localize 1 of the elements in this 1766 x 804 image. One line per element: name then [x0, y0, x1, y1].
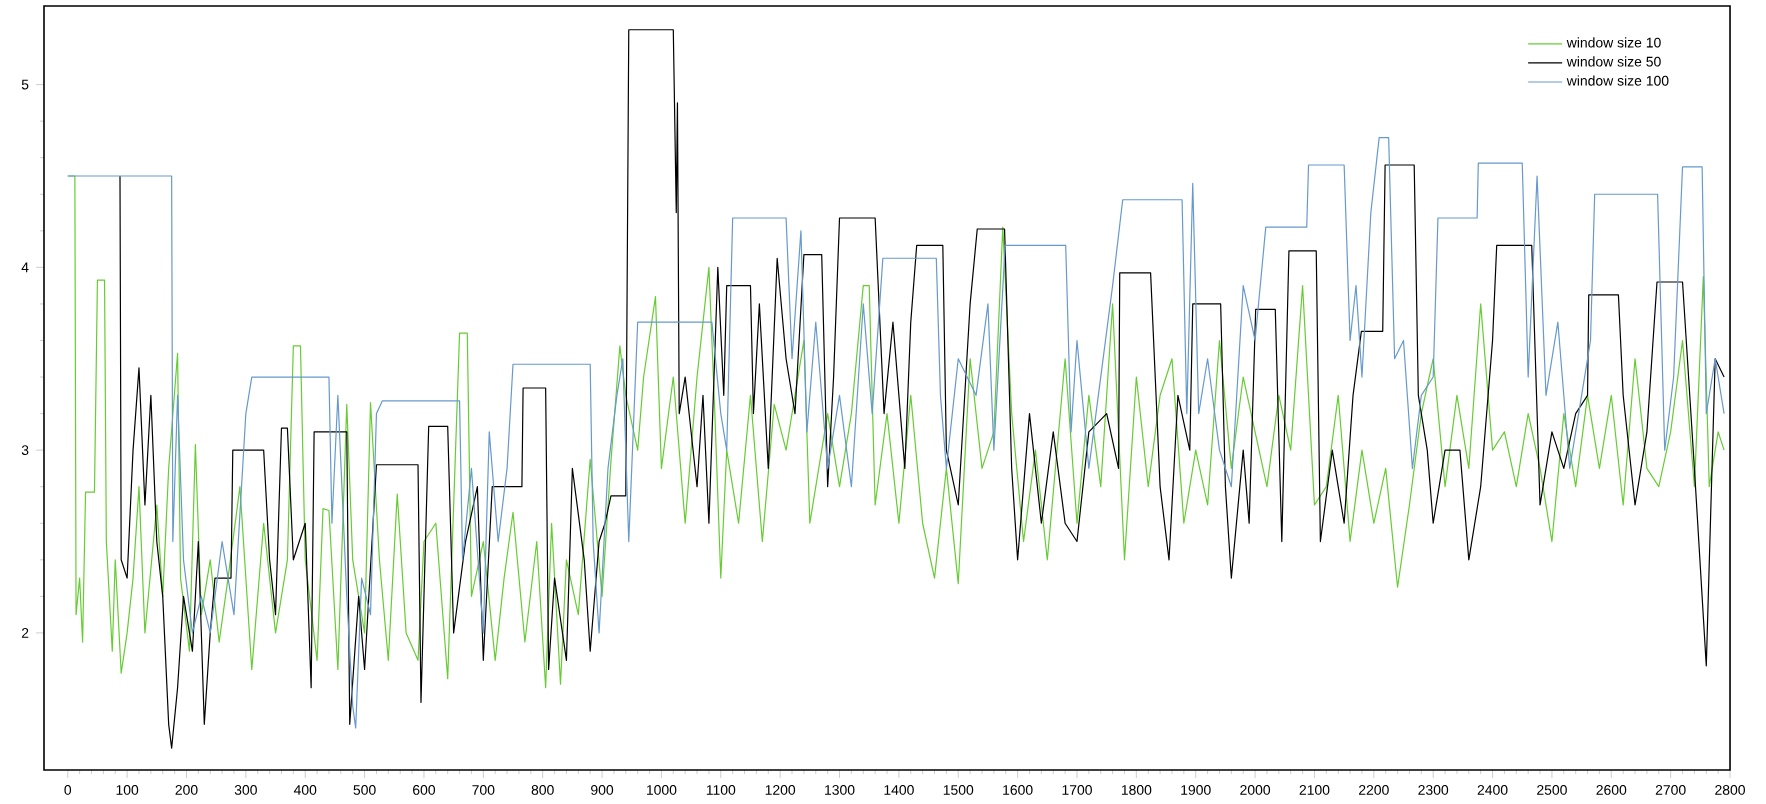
line-series: [119, 29, 1725, 749]
